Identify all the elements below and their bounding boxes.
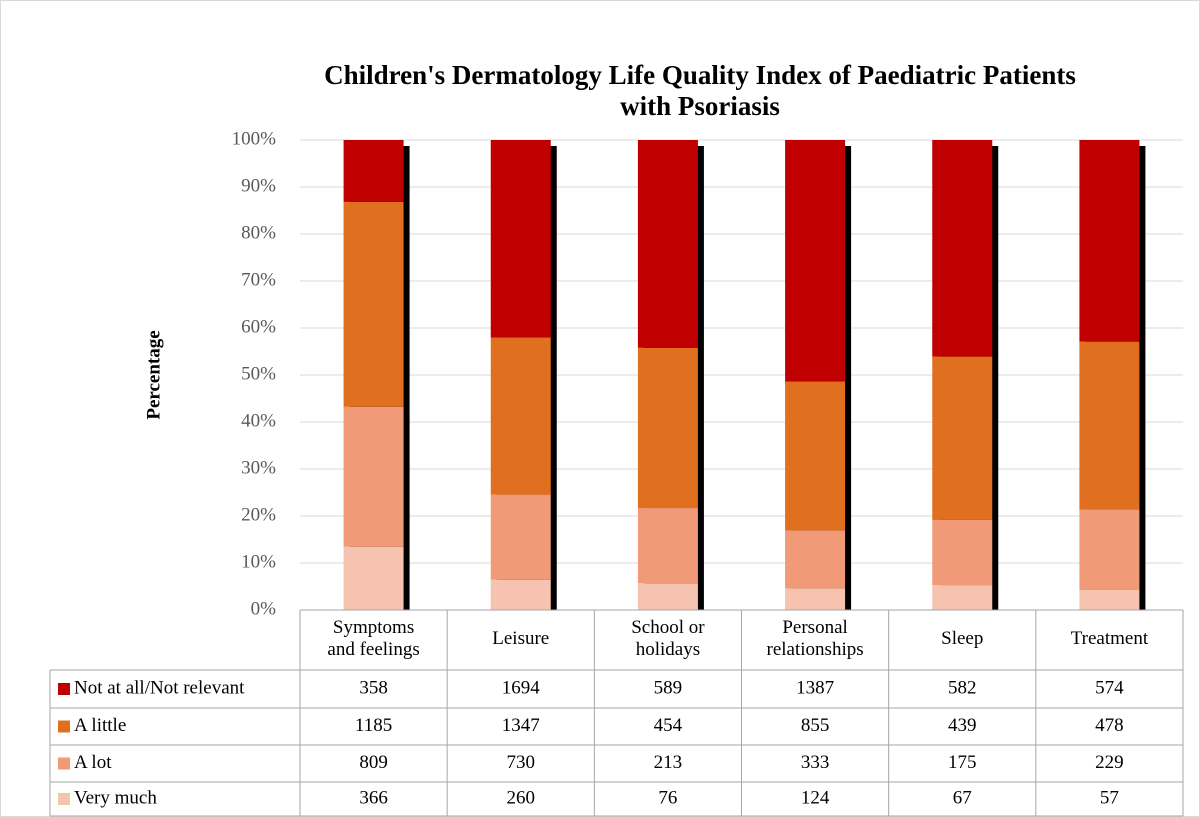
bar-segment (343, 406, 404, 547)
bar-segment (785, 381, 846, 531)
legend-label: Very much (74, 787, 157, 808)
x-tick-label: Personal relationships (767, 617, 864, 660)
y-tick-label: 100% (232, 128, 277, 149)
bar-segment (932, 356, 993, 520)
legend-label: A little (74, 715, 126, 736)
y-tick-label: 10% (241, 551, 276, 572)
table-value: 333 (801, 752, 830, 773)
y-tick-label: 40% (241, 410, 276, 431)
legend-swatch (58, 683, 70, 695)
table-value: 124 (801, 787, 830, 808)
x-tick-label: School or holidays (631, 617, 705, 660)
bar-segment (343, 201, 404, 407)
y-tick-label: 70% (241, 269, 276, 290)
bar-segment (343, 546, 404, 610)
table-value: 67 (953, 787, 972, 808)
table-value: 260 (507, 787, 536, 808)
x-tick-label: Leisure (492, 628, 549, 649)
legend-swatch (58, 793, 70, 805)
bar-segment (637, 583, 698, 610)
x-tick-label: Treatment (1071, 628, 1149, 649)
y-tick-label: 30% (241, 457, 276, 478)
bar-segment (637, 508, 698, 584)
table-value: 730 (507, 752, 536, 773)
table-value: 1347 (502, 715, 540, 736)
bar-segment (1079, 341, 1140, 510)
table-value: 1694 (502, 677, 541, 698)
y-tick-label: 60% (241, 316, 276, 337)
bar-segment (343, 140, 404, 202)
bar-segment (785, 140, 846, 382)
table-value: 855 (801, 715, 830, 736)
y-tick-label: 90% (241, 175, 276, 196)
chart-title: Children's Dermatology Life Quality Inde… (324, 60, 1076, 121)
legend-swatch (58, 757, 70, 770)
table-value: 589 (654, 677, 683, 698)
bar-segment (932, 585, 993, 610)
bar-segment (490, 494, 551, 580)
table-value: 175 (948, 752, 977, 773)
table-value: 478 (1095, 715, 1124, 736)
x-tick-label: Sleep (941, 628, 983, 649)
y-tick-label: 20% (241, 504, 276, 525)
legend-swatch (58, 720, 70, 733)
y-tick-label: 50% (241, 363, 276, 384)
table-value: 57 (1100, 787, 1119, 808)
table-value: 582 (948, 677, 977, 698)
table-value: 809 (359, 752, 388, 773)
bar-segment (1079, 509, 1140, 590)
bar-segment (490, 579, 551, 610)
table-value: 574 (1095, 677, 1124, 698)
table-value: 454 (654, 715, 683, 736)
bar-segment (785, 530, 846, 589)
y-tick-label: 0% (251, 598, 277, 619)
bar-segment (785, 588, 846, 610)
table-value: 358 (359, 677, 388, 698)
table-value: 366 (359, 787, 388, 808)
table-value: 439 (948, 715, 977, 736)
x-tick-label: Symptoms and feelings (327, 617, 419, 660)
table-value: 1387 (796, 677, 834, 698)
legend-label: Not at all/Not relevant (74, 677, 245, 698)
legend-label: A lot (74, 752, 112, 773)
table-value: 76 (658, 787, 677, 808)
y-axis-label: Percentage (143, 330, 164, 419)
bar-segment (1079, 140, 1140, 342)
table-value: 213 (654, 752, 683, 773)
bar-segment (490, 337, 551, 495)
table-value: 229 (1095, 752, 1124, 773)
bar-segment (932, 519, 993, 586)
bar-segment (637, 347, 698, 509)
bar-segment (637, 140, 698, 348)
table-value: 1185 (355, 715, 392, 736)
bar-segment (490, 140, 551, 338)
bar-segment (932, 140, 993, 357)
y-tick-label: 80% (241, 222, 276, 243)
bar-segment (1079, 589, 1140, 610)
